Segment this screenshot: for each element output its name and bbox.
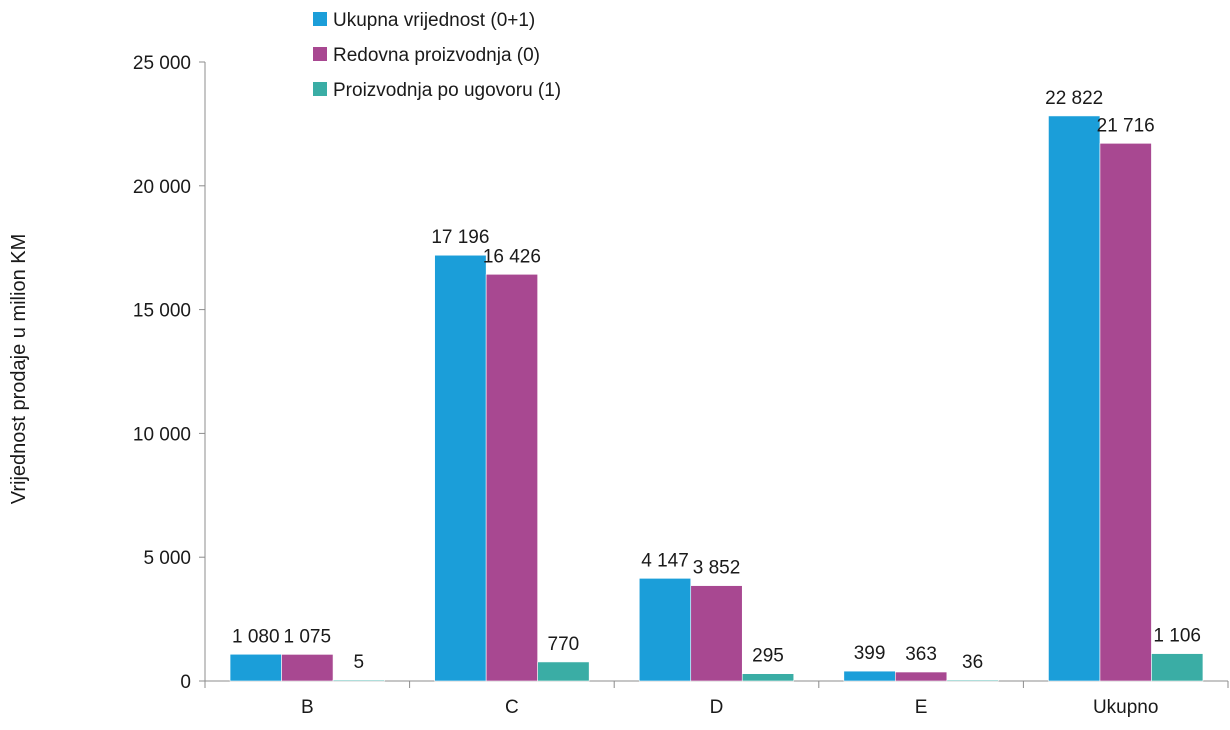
data-label: 1 106 [1153, 626, 1201, 647]
bar [281, 654, 334, 682]
data-labels: 1 080 17 196 4 147 399 22 822 1 075 16 426 3 85… [232, 88, 1201, 673]
y-tick-label: 25 000 [133, 53, 191, 74]
data-label: 36 [962, 652, 983, 673]
bar [1151, 653, 1204, 682]
bar [229, 653, 282, 682]
x-tick-label: B [301, 697, 314, 718]
bar [843, 670, 896, 682]
bar [741, 673, 795, 682]
y-axis: 0 5 000 10 000 15 000 20 000 25 000 [133, 53, 206, 693]
legend-label: Proizvodnja po ugovoru (1) [333, 80, 561, 101]
y-tick-label: 10 000 [133, 424, 191, 445]
bar [690, 585, 743, 682]
bar [1099, 143, 1152, 682]
legend-label: Ukupna vrijednost (0+1) [333, 10, 535, 31]
x-tick-label: Ukupno [1093, 697, 1159, 718]
bar [895, 671, 948, 682]
data-label: 1 075 [284, 626, 332, 647]
y-tick-label: 5 000 [143, 548, 191, 569]
bar [485, 273, 538, 682]
data-label: 17 196 [431, 227, 489, 248]
bar [332, 679, 385, 682]
legend-swatch [313, 47, 327, 61]
bar [946, 679, 999, 682]
bars [229, 115, 1204, 682]
y-axis-title: Vrijednost prodaje u milion KM [8, 234, 30, 505]
data-label: 16 426 [483, 246, 541, 267]
legend-swatch [313, 82, 327, 96]
legend: Ukupna vrijednost (0+1) Redovna proizvodn… [313, 10, 561, 101]
data-label: 22 822 [1045, 88, 1103, 109]
data-label: 5 [354, 652, 365, 673]
legend-swatch [313, 12, 327, 26]
y-tick-label: 20 000 [133, 177, 191, 198]
x-axis: B C D E Ukupno [204, 680, 1229, 718]
legend-label: Redovna proizvodnja (0) [333, 45, 540, 66]
data-label: 399 [854, 643, 886, 664]
data-label: 363 [905, 644, 937, 665]
data-label: 1 080 [232, 626, 280, 647]
y-tick-label: 0 [180, 672, 191, 693]
x-tick-label: E [915, 697, 928, 718]
bar [638, 578, 692, 682]
y-tick-label: 15 000 [133, 301, 191, 322]
data-label: 4 147 [641, 550, 689, 571]
bar [537, 661, 590, 682]
data-label: 770 [548, 634, 580, 655]
data-label: 21 716 [1097, 115, 1155, 136]
data-label: 3 852 [693, 558, 741, 579]
bar [434, 254, 487, 682]
data-label: 295 [752, 646, 784, 667]
x-tick-label: C [505, 697, 519, 718]
bar [1048, 115, 1101, 682]
x-tick-label: D [710, 697, 724, 718]
